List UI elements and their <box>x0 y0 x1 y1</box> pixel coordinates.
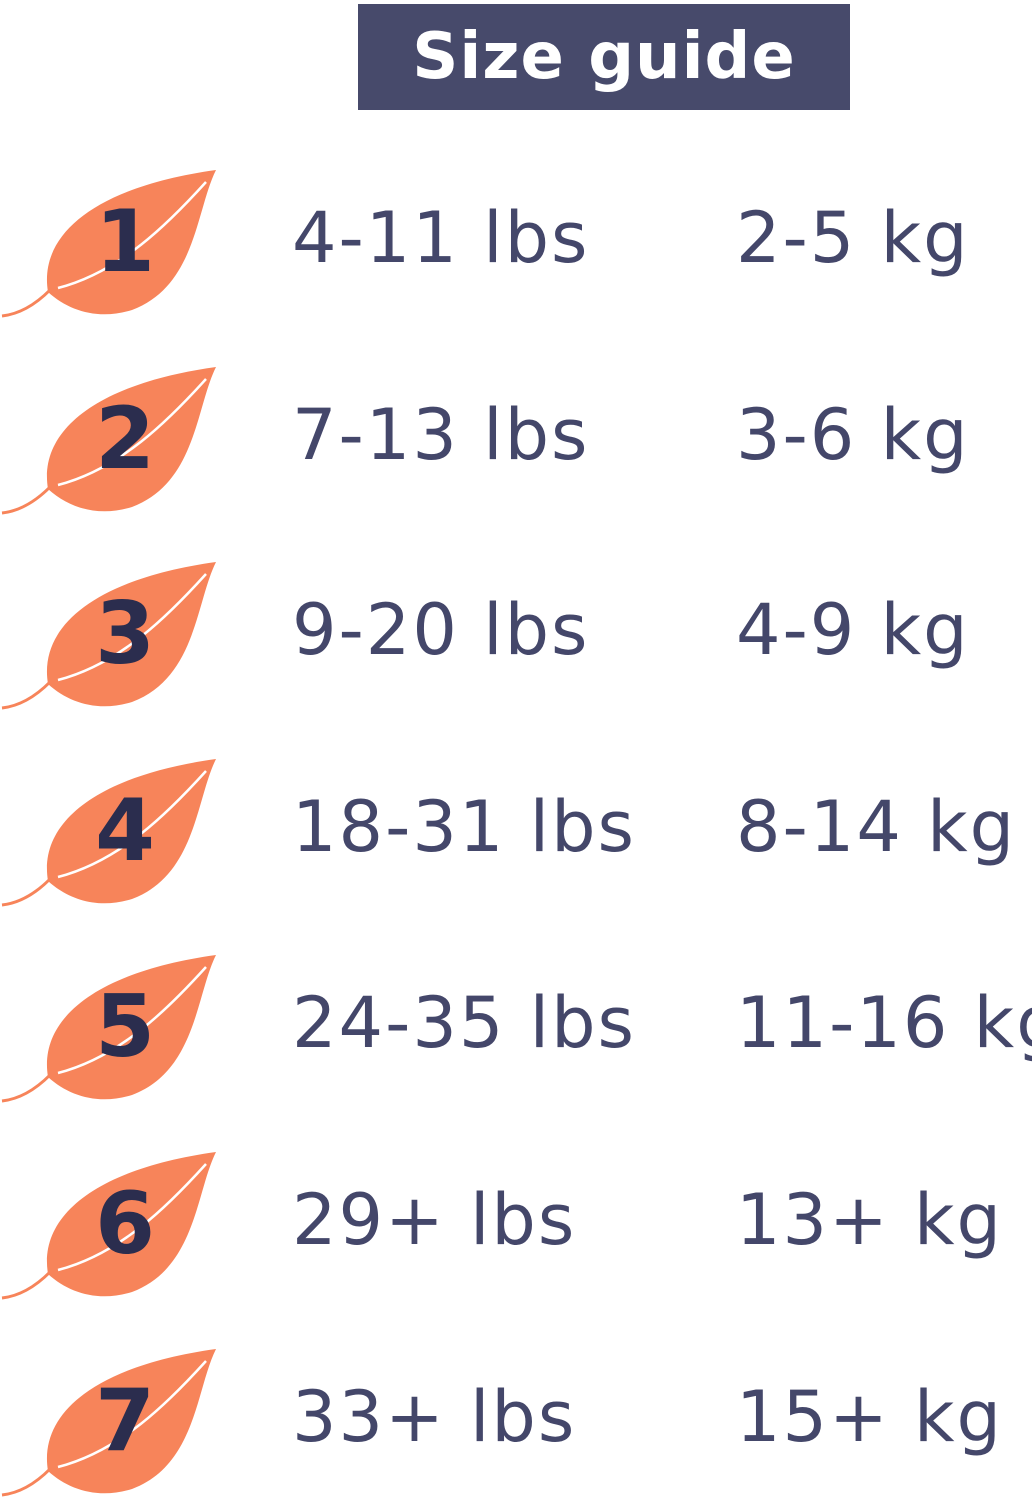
size-number: 2 <box>95 389 155 489</box>
size-row: 2 7-13 lbs 3-6 kg <box>0 365 1032 525</box>
weight-kg: 3-6 kg <box>736 394 970 476</box>
leaf-icon <box>1 1349 216 1497</box>
weight-lbs: 7-13 lbs <box>292 394 590 476</box>
size-row: 5 24-35 lbs 11-16 kg <box>0 953 1032 1113</box>
size-row: 4 18-31 lbs 8-14 kg <box>0 757 1032 917</box>
size-row: 6 29+ lbs 13+ kg <box>0 1150 1032 1310</box>
size-row: 3 9-20 lbs 4-9 kg <box>0 560 1032 720</box>
size-number: 7 <box>95 1371 155 1471</box>
weight-lbs: 29+ lbs <box>292 1179 577 1261</box>
weight-kg: 2-5 kg <box>736 197 970 279</box>
weight-kg: 11-16 kg <box>736 982 1032 1064</box>
size-number: 3 <box>95 584 155 684</box>
leaf-icon <box>1 955 216 1103</box>
weight-kg: 15+ kg <box>736 1376 1003 1458</box>
weight-kg: 13+ kg <box>736 1179 1003 1261</box>
size-number: 1 <box>95 192 155 292</box>
weight-kg: 8-14 kg <box>736 786 1017 868</box>
weight-kg: 4-9 kg <box>736 589 970 671</box>
leaf-icon <box>1 759 216 907</box>
leaf-icon <box>1 562 216 710</box>
leaf-icon <box>1 170 216 318</box>
weight-lbs: 9-20 lbs <box>292 589 590 671</box>
weight-lbs: 33+ lbs <box>292 1376 577 1458</box>
weight-lbs: 4-11 lbs <box>292 197 590 279</box>
leaf-icon <box>1 367 216 515</box>
size-number: 5 <box>95 977 155 1077</box>
leaf-icon <box>1 1152 216 1300</box>
size-number: 4 <box>95 781 155 881</box>
weight-lbs: 18-31 lbs <box>292 786 637 868</box>
size-row: 1 4-11 lbs 2-5 kg <box>0 168 1032 328</box>
size-number: 6 <box>95 1174 155 1274</box>
size-row: 7 33+ lbs 15+ kg <box>0 1347 1032 1507</box>
weight-lbs: 24-35 lbs <box>292 982 637 1064</box>
size-guide-title: Size guide <box>358 4 850 110</box>
